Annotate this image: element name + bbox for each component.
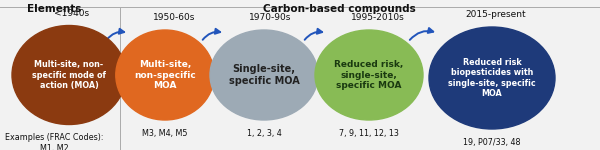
Text: Elements: Elements: [27, 4, 81, 14]
Text: M3, M4, M5: M3, M4, M5: [142, 129, 188, 138]
Ellipse shape: [210, 30, 318, 120]
Ellipse shape: [429, 27, 555, 129]
Text: Reduced risk
biopesticides with
single-site, specific
MOA: Reduced risk biopesticides with single-s…: [448, 58, 536, 98]
Text: Multi-site, non-
specific mode of
action (MOA): Multi-site, non- specific mode of action…: [32, 60, 106, 90]
Text: Multi-site,
non-specific
MOA: Multi-site, non-specific MOA: [134, 60, 196, 90]
Ellipse shape: [12, 26, 126, 124]
Ellipse shape: [315, 30, 423, 120]
Text: 1950-60s: 1950-60s: [153, 14, 196, 22]
Text: 19, P07/33, 48: 19, P07/33, 48: [463, 138, 521, 147]
Text: Reduced risk,
single-site,
specific MOA: Reduced risk, single-site, specific MOA: [334, 60, 404, 90]
Text: 2015-present: 2015-present: [465, 11, 526, 20]
Text: 1, 2, 3, 4: 1, 2, 3, 4: [247, 129, 281, 138]
Text: Examples (FRAC Codes):
M1, M2: Examples (FRAC Codes): M1, M2: [5, 134, 103, 150]
Text: 1970-90s: 1970-90s: [249, 14, 292, 22]
Text: Single-site,
specific MOA: Single-site, specific MOA: [229, 64, 299, 86]
Text: <1940s: <1940s: [54, 9, 89, 18]
Text: Carbon-based compounds: Carbon-based compounds: [263, 4, 415, 14]
Ellipse shape: [116, 30, 214, 120]
Text: 7, 9, 11, 12, 13: 7, 9, 11, 12, 13: [339, 129, 399, 138]
Text: 1995-2010s: 1995-2010s: [351, 14, 405, 22]
